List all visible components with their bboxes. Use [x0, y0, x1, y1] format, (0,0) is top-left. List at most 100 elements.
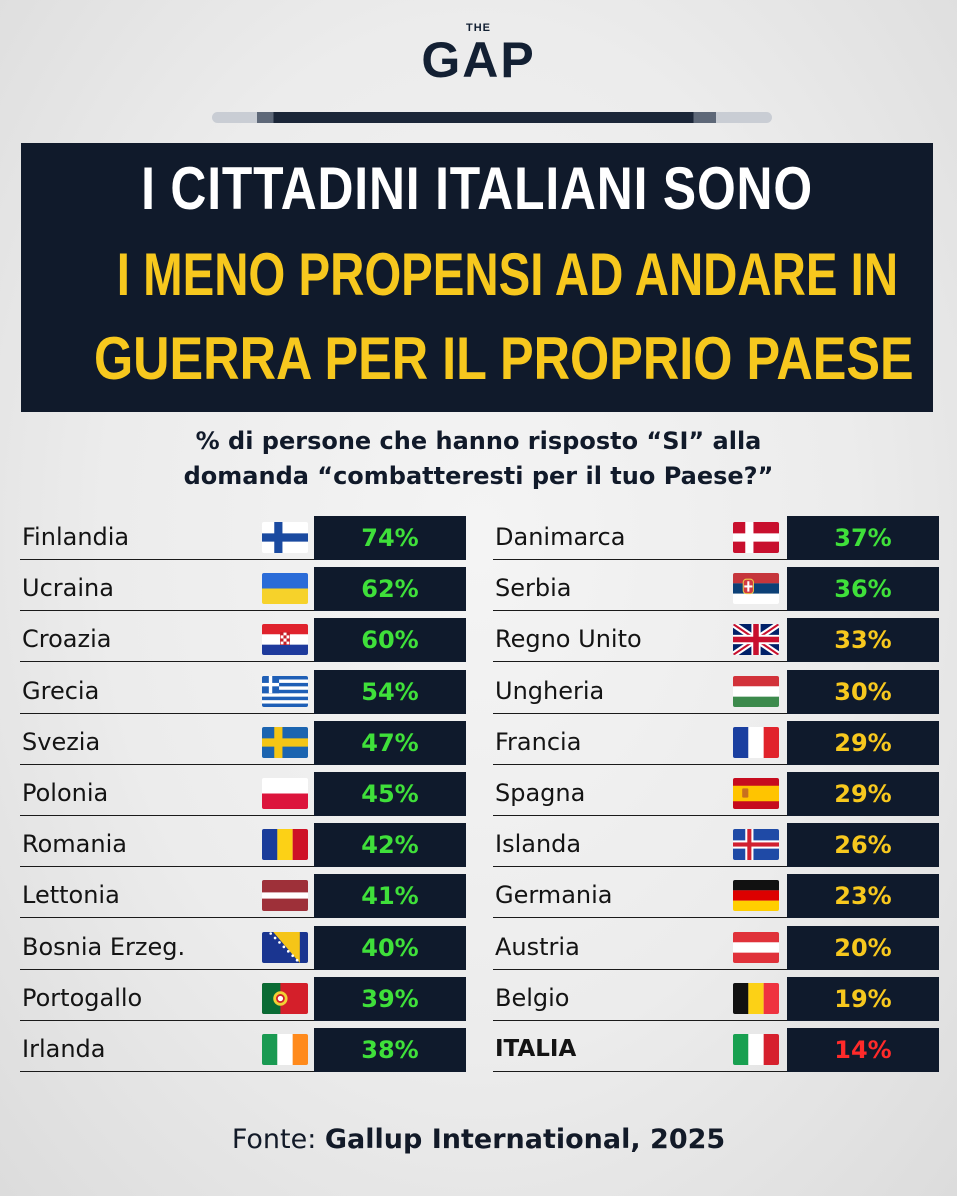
percentage-value: 37% [787, 516, 939, 560]
country-row: Portogallo 39% [20, 976, 466, 1021]
denmark-flag-icon [733, 522, 779, 553]
country-name: Irlanda [22, 1035, 106, 1063]
percentage-value: 20% [787, 925, 939, 970]
country-row: Francia 29% [493, 720, 939, 765]
country-row: Spagna 29% [493, 772, 939, 816]
austria-flag-icon [733, 931, 779, 963]
sweden-flag-icon [262, 726, 308, 758]
country-name: Croazia [22, 625, 112, 654]
title-line-3: GUERRA PER IL PROPRIO PAESE [93, 325, 914, 392]
percentage-value: 30% [787, 669, 939, 714]
country-row: Serbia 36% [493, 567, 939, 612]
percentage-value: 33% [787, 618, 939, 663]
percentage-value: 41% [314, 874, 466, 919]
country-name: Spagna [495, 779, 586, 807]
brand-logo-small: THE [466, 22, 491, 34]
romania-flag-icon [262, 829, 308, 861]
iceland-flag-icon [733, 829, 779, 861]
portugal-flag-icon [262, 982, 308, 1014]
country-name: Finlandia [22, 523, 130, 551]
country-name: Ungheria [495, 676, 605, 705]
germany-flag-icon [733, 880, 779, 912]
source-footer: Fonte: Gallup International, 2025 [0, 1124, 957, 1155]
brand-logo: THE GAP [0, 22, 957, 86]
percentage-value: 29% [787, 720, 939, 765]
country-row: Finlandia 74% [20, 516, 466, 560]
country-row: Regno Unito 33% [493, 618, 939, 663]
country-name: Germania [495, 881, 613, 910]
percentage-value: 39% [314, 976, 466, 1021]
percentage-value: 60% [314, 618, 466, 663]
country-row: Danimarca 37% [493, 516, 939, 560]
title-line-2: I MENO PROPENSI AD ANDARE IN [116, 241, 899, 308]
country-row: Irlanda 38% [20, 1028, 466, 1072]
percentage-value: 45% [314, 772, 466, 816]
italy-flag-icon [733, 1034, 779, 1065]
ireland-flag-icon [262, 1034, 308, 1065]
country-row: Ungheria 30% [493, 669, 939, 714]
percentage-value: 54% [314, 669, 466, 714]
brand-logo-big: GAP [421, 32, 536, 88]
country-name: Bosnia Erzeg. [22, 932, 186, 961]
hungary-flag-icon [733, 675, 779, 707]
country-row: Austria 20% [493, 925, 939, 970]
country-row: Islanda 26% [493, 823, 939, 868]
bosnia-flag-icon [262, 931, 308, 963]
subtitle-line-1: % di persone che hanno risposto “SI” all… [195, 427, 762, 455]
chart-subtitle: % di persone che hanno risposto “SI” all… [0, 424, 957, 494]
serbia-flag-icon [733, 573, 779, 605]
percentage-value: 40% [314, 925, 466, 970]
percentage-value: 14% [787, 1028, 939, 1072]
country-name: Ucraina [22, 574, 114, 603]
country-name: Portogallo [22, 983, 143, 1012]
country-row: Lettonia 41% [20, 874, 466, 919]
country-row: Croazia 60% [20, 618, 466, 663]
country-row: Ucraina 62% [20, 567, 466, 612]
country-name: Danimarca [495, 523, 626, 551]
percentage-value: 19% [787, 976, 939, 1021]
country-name: Regno Unito [495, 625, 642, 654]
country-name: Islanda [495, 830, 582, 859]
uk-flag-icon [733, 624, 779, 656]
percentage-value: 23% [787, 874, 939, 919]
source-prefix: Fonte: [231, 1124, 325, 1155]
latvia-flag-icon [262, 880, 308, 912]
country-row: Belgio 19% [493, 976, 939, 1021]
country-row: Bosnia Erzeg. 40% [20, 925, 466, 970]
poland-flag-icon [262, 778, 308, 809]
spain-flag-icon [733, 778, 779, 809]
country-name: Francia [495, 727, 582, 756]
subtitle-line-2: domanda “combatteresti per il tuo Paese?… [183, 462, 774, 490]
france-flag-icon [733, 726, 779, 758]
header-divider [212, 112, 772, 123]
percentage-value: 36% [787, 567, 939, 612]
percentage-value: 26% [787, 823, 939, 868]
country-name: Grecia [22, 676, 100, 705]
country-row: Polonia 45% [20, 772, 466, 816]
percentage-value: 29% [787, 772, 939, 816]
title-banner: I CITTADINI ITALIANI SONO I MENO PROPENS… [21, 143, 933, 412]
country-row: Germania 23% [493, 874, 939, 919]
country-row: Svezia 47% [20, 720, 466, 765]
title-line-1: I CITTADINI ITALIANI SONO [141, 155, 813, 222]
finland-flag-icon [262, 522, 308, 553]
ukraine-flag-icon [262, 573, 308, 605]
belgium-flag-icon [733, 982, 779, 1014]
country-name: Austria [495, 932, 580, 961]
country-name: ITALIA [495, 1036, 577, 1062]
country-name: Lettonia [22, 881, 120, 910]
country-name: Svezia [22, 727, 101, 756]
country-name: Belgio [495, 983, 570, 1012]
source-name: Gallup International, 2025 [324, 1124, 726, 1155]
country-row: Romania 42% [20, 823, 466, 868]
percentage-value: 62% [314, 567, 466, 612]
croatia-flag-icon [262, 624, 308, 656]
country-name: Serbia [495, 574, 572, 603]
country-name: Romania [22, 830, 127, 859]
greece-flag-icon [262, 675, 308, 707]
percentage-value: 74% [314, 516, 466, 560]
country-row: Grecia 54% [20, 669, 466, 714]
country-name: Polonia [22, 779, 109, 807]
percentage-value: 42% [314, 823, 466, 868]
percentage-value: 38% [314, 1028, 466, 1072]
